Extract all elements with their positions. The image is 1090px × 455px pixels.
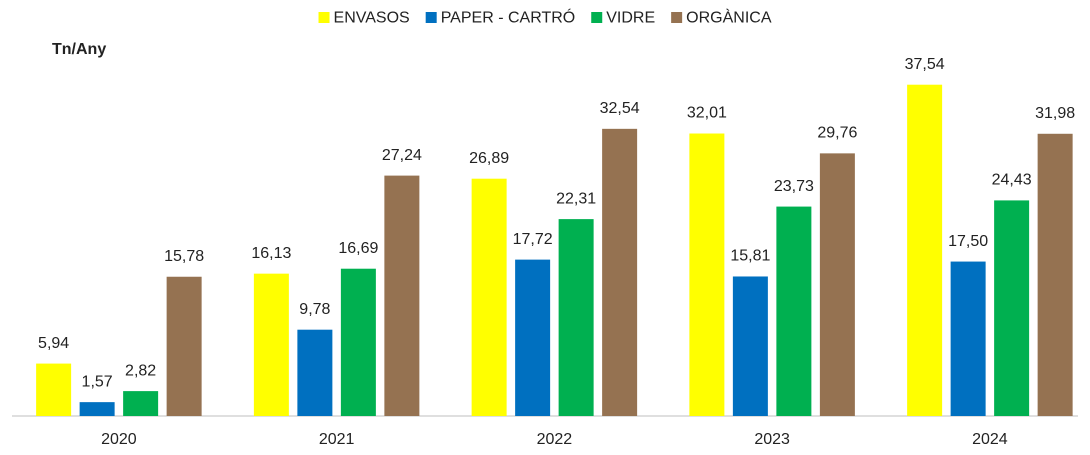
data-label: 24,43 xyxy=(992,172,1032,189)
bar xyxy=(602,128,638,416)
legend-label: VIDRE xyxy=(606,10,655,27)
bar xyxy=(166,276,202,416)
bar xyxy=(732,276,768,416)
data-label: 16,69 xyxy=(338,240,378,257)
data-label: 22,31 xyxy=(556,190,596,207)
data-label: 32,01 xyxy=(687,105,727,122)
bar xyxy=(950,261,986,416)
legend-label: ENVASOS xyxy=(334,10,410,27)
data-label: 17,72 xyxy=(513,231,553,248)
legend-swatch xyxy=(425,12,437,23)
legend-label: PAPER - CARTRÓ xyxy=(441,8,576,27)
x-tick-label: 2020 xyxy=(101,431,137,448)
legend-swatch xyxy=(591,12,603,23)
x-tick-label: 2024 xyxy=(972,431,1008,448)
bar xyxy=(36,363,72,416)
x-tick-label: 2021 xyxy=(319,431,355,448)
bar xyxy=(776,206,812,416)
data-label: 17,50 xyxy=(948,233,988,250)
bar xyxy=(515,259,551,416)
bar xyxy=(253,273,289,416)
data-label: 27,24 xyxy=(382,147,422,164)
data-label: 26,89 xyxy=(469,150,509,167)
data-label: 1,57 xyxy=(82,373,113,390)
x-tick-label: 2022 xyxy=(537,431,573,448)
data-label: 23,73 xyxy=(774,178,814,195)
data-label: 29,76 xyxy=(817,125,857,142)
bar xyxy=(558,219,594,416)
data-label: 37,54 xyxy=(905,56,945,73)
data-label: 2,82 xyxy=(125,362,156,379)
bar xyxy=(123,391,159,416)
legend-swatch xyxy=(671,12,683,23)
data-label: 5,94 xyxy=(38,335,69,352)
bar xyxy=(1037,133,1073,417)
bar xyxy=(907,84,943,416)
bar xyxy=(79,402,115,416)
bar xyxy=(340,268,376,416)
legend-swatch xyxy=(318,12,330,23)
bar xyxy=(384,175,420,416)
bar xyxy=(994,200,1030,416)
bar xyxy=(297,329,333,416)
x-tick-label: 2023 xyxy=(754,431,790,448)
data-label: 15,78 xyxy=(164,248,204,265)
legend-label: ORGÀNICA xyxy=(686,8,772,27)
bar xyxy=(819,153,855,417)
bar xyxy=(689,133,725,416)
y-axis-label: Tn/Any xyxy=(52,41,106,58)
data-label: 9,78 xyxy=(299,301,330,318)
data-label: 32,54 xyxy=(600,100,640,117)
data-label: 15,81 xyxy=(730,248,770,265)
data-label: 16,13 xyxy=(251,245,291,262)
bar xyxy=(471,178,507,416)
data-label: 31,98 xyxy=(1035,105,1075,122)
